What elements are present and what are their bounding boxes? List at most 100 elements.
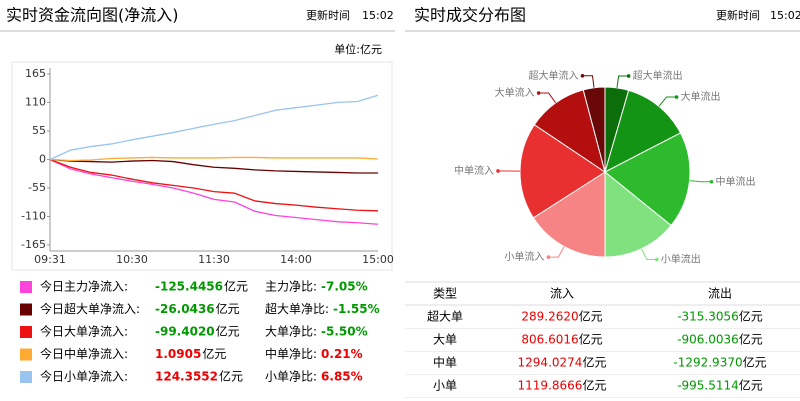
leader-line	[641, 248, 657, 261]
net-value: -125.4456	[155, 280, 223, 294]
pie-slice	[604, 170, 672, 258]
table-type: 超大单	[427, 309, 463, 324]
table-header: 类型	[433, 287, 457, 301]
leader-dot	[709, 179, 714, 184]
table-type: 大单	[433, 333, 457, 347]
y-tick-label: -110	[21, 210, 46, 223]
table-type: 中单	[433, 355, 457, 370]
update-label: 更新时间	[716, 8, 760, 22]
ratio-value: 6.85%	[321, 370, 363, 384]
table-unit: 亿元	[579, 332, 603, 347]
pie-label: 中单流出	[716, 175, 756, 188]
unit-label: 单位:亿元	[334, 42, 382, 56]
legend-label: 今日大单净流入:	[40, 324, 128, 339]
pie-slice	[604, 89, 682, 173]
table-unit: 亿元	[743, 355, 767, 370]
series-line	[49, 94, 379, 161]
series-line	[49, 158, 378, 174]
pie-label: 超大单流入	[528, 69, 578, 82]
series-line	[49, 156, 379, 162]
ratio-value: 0.21%	[321, 347, 363, 361]
leader-dot	[580, 74, 585, 78]
ratio-label: 超大单净比:	[265, 301, 329, 316]
chart-frame	[11, 61, 393, 271]
pie-slice	[519, 124, 606, 219]
x-tick-label: 10:30	[116, 253, 148, 266]
update-time: 15:02	[770, 9, 800, 22]
table-unit: 亿元	[739, 378, 763, 393]
series-line	[49, 158, 379, 225]
pie-label: 大单流入	[495, 86, 535, 99]
net-unit: 亿元	[202, 346, 226, 361]
table-unit: 亿元	[582, 355, 606, 370]
panel-title: 实时资金流向图(净流入)	[6, 6, 179, 25]
legend-swatch	[20, 303, 32, 316]
table-value: -906.0036	[677, 333, 739, 347]
x-tick-label: 09:31	[34, 253, 66, 266]
leader-line	[548, 246, 565, 258]
leader-line	[658, 96, 677, 107]
y-tick-label: 110	[25, 96, 46, 109]
ratio-label: 大单净比:	[265, 325, 317, 339]
legend-swatch	[20, 281, 32, 293]
table-unit: 亿元	[582, 378, 606, 393]
table-unit: 亿元	[739, 309, 763, 324]
series-line	[49, 158, 379, 212]
x-tick-label: 11:30	[198, 253, 230, 266]
leader-dot	[496, 169, 500, 173]
ratio-label: 中单净比:	[265, 346, 317, 361]
legend-label: 今日主力净流入:	[40, 279, 128, 294]
leader-dot	[626, 74, 631, 78]
legend-swatch	[20, 371, 32, 383]
table-type: 小单	[433, 379, 457, 393]
net-unit: 亿元	[216, 301, 240, 316]
legend-swatch	[20, 348, 32, 361]
pie-label: 超大单流出	[633, 69, 683, 82]
table-value: 806.6016	[521, 333, 578, 347]
ratio-label: 小单净比:	[265, 370, 317, 384]
pie-slice	[582, 86, 606, 173]
leader-line	[616, 75, 629, 88]
legend-label: 今日中单净流入:	[40, 346, 128, 361]
table-unit: 亿元	[739, 332, 763, 347]
table-value: 1119.8666	[518, 379, 583, 393]
ratio-label: 主力净比:	[265, 280, 317, 294]
table-header: 流出	[708, 287, 732, 301]
net-value: -99.4020	[155, 325, 215, 339]
table-value: -995.5114	[677, 379, 739, 393]
ratio-value: -5.50%	[321, 325, 368, 339]
update-time: 15:02	[362, 9, 394, 22]
y-tick-label: -165	[21, 238, 46, 251]
y-tick-label: 55	[32, 124, 46, 137]
leader-dot	[536, 91, 541, 95]
leader-dot	[546, 255, 551, 259]
table-unit: 亿元	[579, 309, 603, 324]
net-unit: 亿元	[216, 324, 240, 339]
y-tick-label: -55	[28, 181, 46, 194]
table-value: -315.3056	[677, 310, 739, 324]
net-value: 1.0905	[155, 347, 201, 361]
legend-swatch	[20, 326, 32, 338]
legend-label: 今日小单净流入:	[40, 369, 128, 384]
panel-title: 实时成交分布图	[414, 6, 526, 25]
x-tick-label: 14:00	[280, 253, 312, 266]
net-value: -26.0436	[155, 302, 215, 316]
leader-dot	[674, 95, 679, 99]
pie-label: 中单流入	[454, 164, 494, 177]
ratio-value: -1.55%	[333, 302, 380, 316]
pie-label: 小单流出	[661, 253, 701, 266]
table-value: 1294.0274	[518, 356, 583, 370]
legend-label: 今日超大单净流入:	[40, 301, 140, 316]
table-header: 流入	[550, 287, 574, 301]
table-value: -1292.9370	[673, 356, 742, 370]
net-unit: 亿元	[224, 279, 248, 294]
leader-line	[582, 75, 595, 88]
ratio-value: -7.05%	[321, 280, 368, 294]
net-unit: 亿元	[219, 369, 243, 384]
pie-label: 大单流出	[681, 90, 721, 103]
net-value: 124.3552	[155, 370, 218, 384]
update-label: 更新时间	[306, 8, 350, 22]
pie-slice	[604, 132, 691, 227]
y-tick-label: 0	[39, 153, 46, 166]
